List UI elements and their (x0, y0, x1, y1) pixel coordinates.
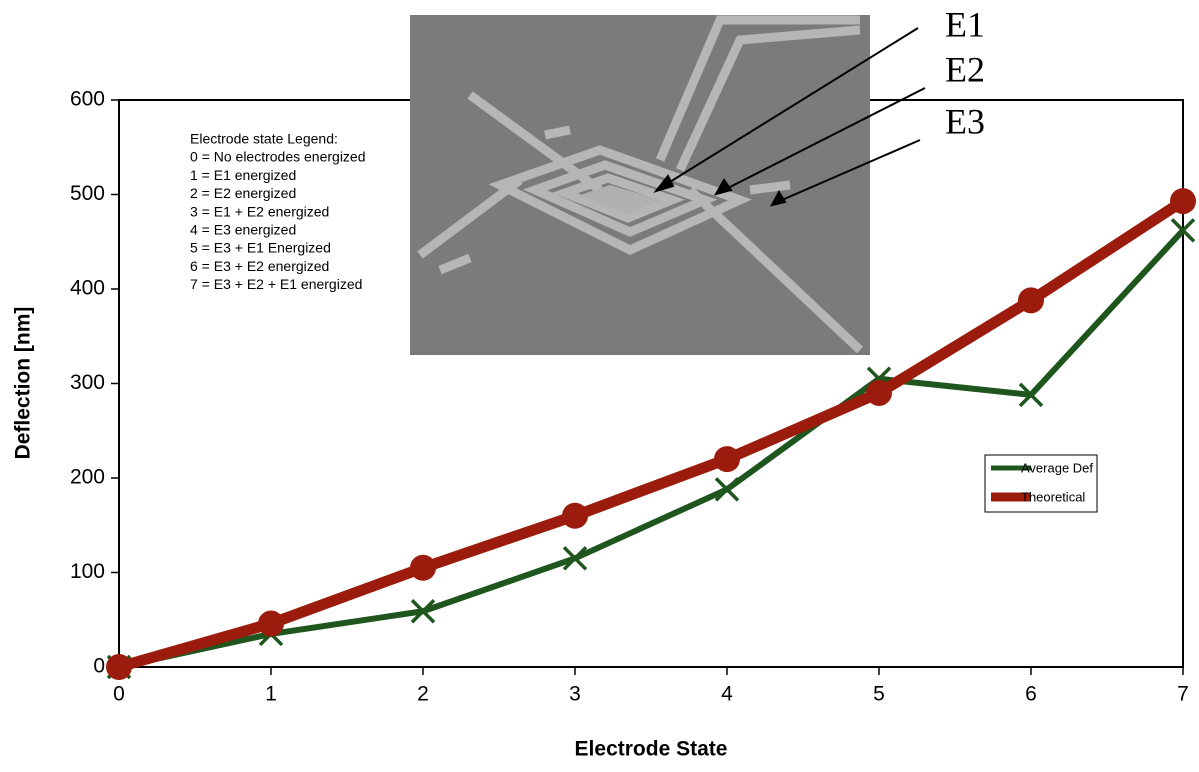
legend-item: 3 = E1 + E2 energized (190, 203, 329, 219)
y-axis-title: Deflection [nm] (12, 307, 35, 460)
legend-item: 0 = No electrodes energized (190, 149, 366, 165)
y-tick-label: 500 (70, 182, 105, 205)
point (562, 546, 588, 571)
image-label: E3 (945, 101, 985, 141)
legend-title: Electrode state Legend: (190, 131, 338, 147)
legend-box (984, 454, 1098, 513)
image-label: E1 (945, 4, 985, 44)
legend-item: 5 = E3 + E1 Energized (190, 240, 331, 256)
legend-item: 1 = E1 energized (190, 167, 296, 183)
point (410, 554, 436, 581)
y-tick-label: 100 (70, 560, 105, 583)
point (410, 599, 436, 624)
point (562, 502, 588, 529)
point (714, 477, 740, 502)
point (106, 654, 132, 680)
point (1018, 287, 1044, 314)
x-tick-label: 4 (721, 683, 733, 706)
legend-item: 2 = E2 energized (190, 185, 296, 201)
x-tick-label: 5 (873, 683, 885, 706)
point (1018, 382, 1044, 408)
x-tick-label: 3 (569, 683, 581, 706)
y-tick-label: 300 (70, 371, 105, 394)
legend-label: Theoretical (1021, 489, 1085, 504)
point (1170, 188, 1196, 215)
legend-item: 7 = E3 + E2 + E1 energized (190, 276, 362, 292)
x-tick-label: 2 (417, 683, 429, 706)
image-arrows (653, 27, 926, 207)
y-tick-label: 0 (93, 655, 105, 678)
point (1170, 218, 1196, 243)
x-tick-label: 7 (1177, 683, 1189, 706)
point (866, 379, 892, 406)
x-tick-label: 1 (265, 683, 277, 706)
y-tick-label: 400 (70, 277, 105, 300)
x-tick-label: 6 (1025, 683, 1037, 706)
y-tick-label: 600 (70, 88, 105, 111)
point (714, 446, 740, 473)
legend-label: Average Def (1021, 460, 1093, 475)
x-tick-label: 0 (113, 683, 125, 706)
legend-item: 4 = E3 energized (190, 222, 296, 238)
electrode-legend: Electrode state Legend: 0 = No electrodes… (190, 131, 366, 292)
x-axis-title: Electrode State (575, 738, 728, 761)
image-label: E2 (945, 49, 985, 89)
y-tick-label: 200 (70, 466, 105, 489)
legend-item: 6 = E3 + E2 energized (190, 258, 329, 274)
sem-image (410, 15, 870, 355)
point (258, 610, 284, 637)
series-line (117, 196, 1187, 673)
series-line (118, 228, 1186, 670)
